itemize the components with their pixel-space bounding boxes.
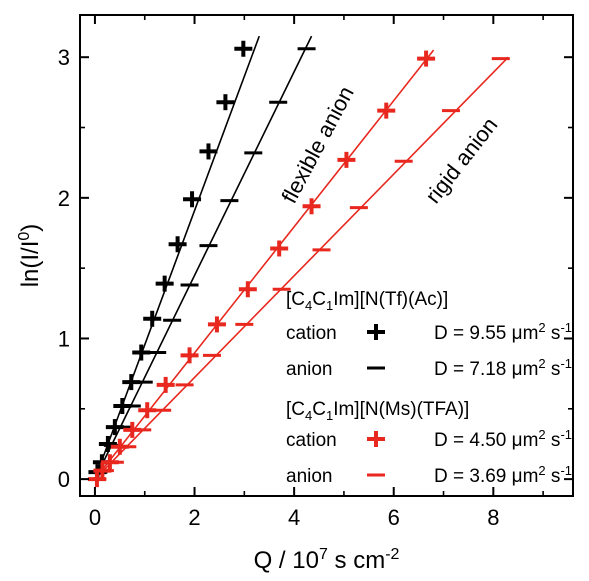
- marker-2-12: [337, 151, 356, 168]
- marker-0-12: [216, 94, 235, 111]
- axis-ticks: 0 2 4 6 8 0 1 2 3: [58, 15, 573, 530]
- fit-line-2: [94, 49, 435, 480]
- marker-2-8: [207, 316, 226, 333]
- y-tick-label-1: 1: [58, 326, 70, 351]
- marker-0-10: [183, 191, 202, 208]
- y-tick-label-0: 0: [58, 467, 70, 492]
- fit-line-0: [94, 35, 261, 480]
- y-axis-label-main: ln(I/I: [17, 241, 44, 288]
- legend-series-name-3: anion: [286, 466, 333, 487]
- legend-series-label-0: D = 9.55 μm2 s-1: [434, 320, 572, 344]
- x-tick-label-1: 2: [188, 505, 200, 530]
- marker-0-13: [234, 40, 253, 57]
- marker-2-7: [180, 347, 199, 364]
- marker-0-9: [168, 236, 187, 253]
- marker-2-14: [417, 50, 436, 67]
- legend-series-label-2: D = 4.50 μm2 s-1: [434, 427, 572, 451]
- x-axis-label-sup: 7: [319, 546, 328, 563]
- x-axis-label-rest: s cm: [328, 547, 385, 574]
- legend-group-title-1: [C4C1Im][N(Ms)(TFA)]: [286, 399, 469, 423]
- marker-2-13: [377, 102, 396, 119]
- legend-series-label-3: D = 3.69 μm2 s-1: [434, 463, 572, 487]
- x-tick-label-2: 4: [288, 505, 300, 530]
- annotation-flexible-anion: flexible anion: [276, 82, 358, 207]
- legend-marker-2: [367, 431, 385, 447]
- marker-0-11: [199, 143, 218, 160]
- x-tick-label-4: 8: [487, 505, 499, 530]
- y-tick-label-3: 3: [58, 45, 70, 70]
- plot-frame: [79, 14, 574, 497]
- annotation-rigid-anion: rigid anion: [420, 113, 502, 208]
- legend-series-label-1: D = 7.18 μm2 s-1: [434, 356, 572, 380]
- y-axis-label-rest: ): [17, 224, 44, 232]
- x-tick-label-3: 6: [388, 505, 400, 530]
- marker-0-8: [155, 275, 174, 292]
- y-axis-label-sup: 0: [16, 232, 33, 241]
- legend-marker-0: [367, 324, 385, 340]
- legend-series-name-2: cation: [286, 430, 337, 451]
- data-markers: [87, 40, 510, 488]
- x-axis-label-main: Q / 10: [254, 547, 319, 574]
- legend-group-title-0: [C4C1Im][N(Tf)(Ac)]: [286, 289, 448, 313]
- marker-2-9: [238, 281, 257, 298]
- x-axis-label: Q / 107 s cm-2: [254, 546, 400, 574]
- marker-2-10: [270, 240, 289, 257]
- marker-0-7: [143, 310, 162, 327]
- marker-2-11: [302, 198, 321, 215]
- marker-2-6: [156, 376, 175, 393]
- legend-series-name-0: cation: [286, 323, 337, 344]
- legend-series-name-1: anion: [286, 359, 333, 380]
- legend-symbols: [367, 324, 385, 477]
- marker-0-6: [132, 344, 151, 361]
- y-tick-label-2: 2: [58, 186, 70, 211]
- x-axis-label-sup2: -2: [385, 546, 399, 563]
- x-tick-label-0: 0: [89, 505, 101, 530]
- y-axis-label: ln(I/I0): [16, 224, 44, 288]
- legend: [C4C1Im][N(Tf)(Ac)] [C4C1Im][N(Ms)(TFA)]…: [286, 289, 572, 487]
